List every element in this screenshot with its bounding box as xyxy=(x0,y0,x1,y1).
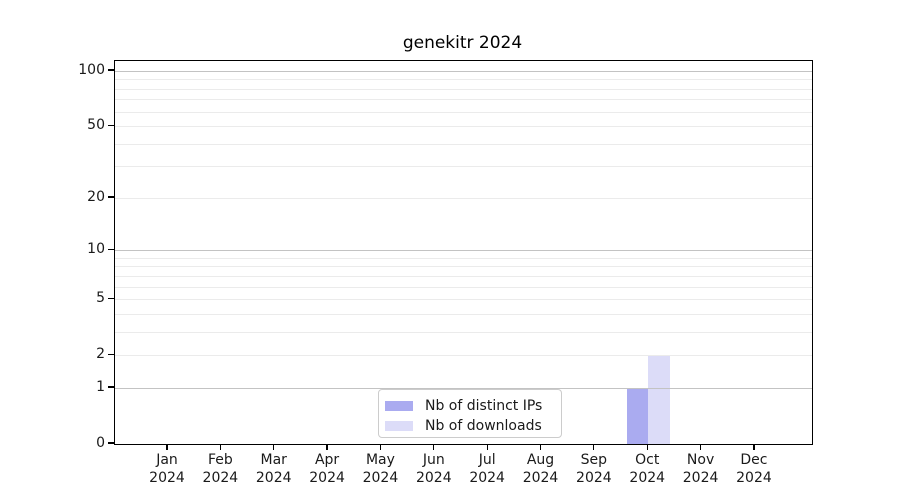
x-tick-month: Jan xyxy=(156,452,178,468)
legend-label-distinct-ips: Nb of distinct IPs xyxy=(425,398,543,414)
x-tick-month: Jun xyxy=(422,452,445,468)
x-tick-month: Feb xyxy=(207,452,233,468)
x-tick-year: 2024 xyxy=(629,470,666,486)
x-tick-year: 2024 xyxy=(309,470,345,486)
x-tick-month: Jul xyxy=(478,452,496,468)
x-tick-month: Mar xyxy=(260,452,287,468)
y-tick-mark xyxy=(108,196,114,198)
chart-title: genekitr 2024 xyxy=(402,33,523,53)
x-tick-label: Aug 2024 xyxy=(511,451,571,487)
x-tick-label: Mar 2024 xyxy=(244,451,304,487)
minor-gridline xyxy=(115,266,812,268)
major-gridline xyxy=(115,250,812,252)
x-tick-label: Jul 2024 xyxy=(457,451,517,487)
y-tick-label: 50 xyxy=(87,117,105,134)
x-tick-year: 2024 xyxy=(202,470,239,486)
legend-label-downloads: Nb of downloads xyxy=(425,418,542,434)
x-tick-mark xyxy=(219,444,221,450)
y-tick-label: 5 xyxy=(96,290,105,307)
x-tick-year: 2024 xyxy=(149,470,185,486)
y-tick-label: 0 xyxy=(96,435,105,451)
x-tick-year: 2024 xyxy=(362,470,399,486)
x-tick-year: 2024 xyxy=(522,470,559,486)
y-tick-label: 10 xyxy=(87,241,105,258)
minor-gridline xyxy=(115,257,812,259)
x-tick-year: 2024 xyxy=(255,470,292,486)
x-tick-label: Oct 2024 xyxy=(617,451,677,487)
minor-gridline xyxy=(115,99,812,101)
y-tick-mark xyxy=(108,248,114,250)
minor-gridline xyxy=(115,313,812,315)
x-tick-month: Oct xyxy=(635,452,660,468)
major-gridline xyxy=(115,387,812,389)
x-tick-mark xyxy=(646,444,648,450)
minor-gridline xyxy=(115,286,812,288)
x-tick-month: Apr xyxy=(314,452,340,468)
x-tick-mark xyxy=(379,444,382,450)
legend-swatch-downloads xyxy=(385,421,413,431)
x-tick-month: May xyxy=(365,452,395,468)
minor-gridline xyxy=(115,197,812,199)
y-tick-label: 2 xyxy=(96,346,105,363)
y-tick-mark xyxy=(108,124,114,126)
bar-downloads-oct xyxy=(648,355,670,444)
x-tick-label: Sep 2024 xyxy=(564,451,624,487)
y-tick-mark xyxy=(108,386,114,388)
plot-area xyxy=(114,60,813,445)
y-tick-mark xyxy=(108,353,114,355)
x-tick-mark xyxy=(753,444,755,450)
minor-gridline xyxy=(115,126,812,128)
x-tick-mark xyxy=(166,444,168,450)
minor-gridline xyxy=(115,88,812,90)
y-tick-label: 20 xyxy=(87,188,105,205)
legend-swatch-distinct-ips xyxy=(385,401,413,411)
minor-gridline xyxy=(115,79,812,81)
minor-gridline xyxy=(115,111,812,113)
x-tick-month: Dec xyxy=(740,452,768,468)
major-gridline xyxy=(115,71,812,72)
minor-gridline xyxy=(115,275,812,277)
x-tick-mark xyxy=(486,444,488,450)
legend-item-downloads: Nb of downloads xyxy=(385,416,561,436)
bar-distinct-ips-oct xyxy=(626,387,649,444)
x-tick-label: Jun 2024 xyxy=(404,451,464,487)
x-tick-mark xyxy=(593,444,595,450)
x-tick-mark xyxy=(326,444,328,450)
minor-gridline xyxy=(115,355,812,357)
y-tick-label: 1 xyxy=(96,378,105,395)
x-tick-year: 2024 xyxy=(682,470,719,486)
x-tick-mark xyxy=(273,444,275,450)
x-tick-mark xyxy=(700,444,702,450)
y-tick-label: 100 xyxy=(78,62,105,78)
x-tick-year: 2024 xyxy=(469,470,505,486)
x-tick-month: Aug xyxy=(526,452,555,468)
minor-gridline xyxy=(115,166,812,168)
x-tick-label: Dec 2024 xyxy=(724,451,784,487)
x-tick-year: 2024 xyxy=(415,470,452,486)
x-tick-month: Sep xyxy=(580,452,608,468)
minor-gridline xyxy=(115,331,812,333)
x-tick-year: 2024 xyxy=(576,470,612,486)
x-tick-label: Nov 2024 xyxy=(671,451,731,487)
x-tick-label: May 2024 xyxy=(350,451,410,487)
x-tick-label: Feb 2024 xyxy=(190,451,250,487)
minor-gridline xyxy=(115,143,812,145)
legend: Nb of distinct IPs Nb of downloads xyxy=(378,389,562,438)
y-tick-mark xyxy=(108,69,114,71)
x-tick-mark xyxy=(539,444,542,450)
x-tick-year: 2024 xyxy=(736,470,772,486)
y-tick-mark xyxy=(108,442,114,444)
y-tick-mark xyxy=(108,297,114,299)
x-tick-label: Jan 2024 xyxy=(137,451,197,487)
x-tick-mark xyxy=(433,444,435,450)
minor-gridline xyxy=(115,299,812,301)
x-tick-month: Nov xyxy=(686,452,715,468)
legend-item-distinct-ips: Nb of distinct IPs xyxy=(385,396,561,416)
x-tick-label: Apr 2024 xyxy=(297,451,357,487)
